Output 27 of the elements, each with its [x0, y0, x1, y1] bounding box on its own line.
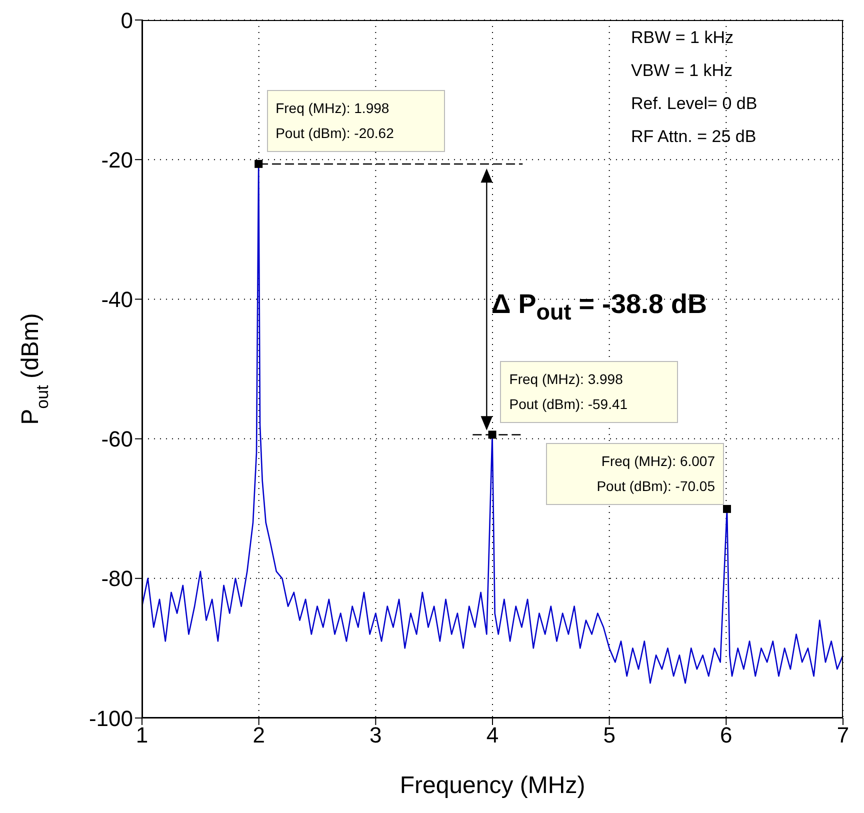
annotation: Ref. Level= 0 dB	[631, 94, 758, 114]
x-axis-title: Frequency (MHz)	[400, 772, 586, 799]
x-tick-label: 3	[370, 722, 382, 748]
annotation: Freq (MHz): 6.007 Pout (dBm): -70.05	[596, 452, 715, 496]
y-tick-label: -60	[101, 426, 133, 452]
callout-box: Freq (MHz): 1.998 Pout (dBm): -20.62	[266, 90, 445, 152]
y-tick-label: -100	[88, 706, 133, 731]
annotation: RF Attn. = 25 dB	[631, 127, 756, 147]
annotation: Freq (MHz): 3.998 Pout (dBm): -59.41	[509, 370, 629, 414]
x-tick-label: 4	[486, 722, 499, 748]
x-tick-label: 6	[720, 722, 732, 748]
annotation: RBW = 1 kHz	[631, 28, 734, 48]
annotation: Δ P$_{out}$ = -38.8 dB	[491, 288, 708, 326]
y-tick-label: -20	[101, 147, 133, 172]
x-tick-label: 1	[136, 722, 148, 748]
y-tick-label: -80	[101, 566, 133, 592]
callout-box: Freq (MHz): 3.998 Pout (dBm): -59.41	[500, 360, 678, 423]
point	[254, 160, 263, 168]
x-tick-label: 5	[603, 722, 616, 748]
annotation: Freq (MHz): 1.998 Pout (dBm): -20.62	[276, 98, 395, 143]
y-tick-label: 0	[120, 8, 133, 33]
annotation: VBW = 1 kHz	[631, 61, 733, 81]
x-tick-label: 2	[252, 722, 265, 748]
callout-box: Freq (MHz): 6.007 Pout (dBm): -70.05	[546, 442, 724, 505]
x-tick-label: 7	[836, 722, 850, 748]
y-tick-label: -40	[101, 287, 133, 312]
point	[722, 504, 731, 513]
